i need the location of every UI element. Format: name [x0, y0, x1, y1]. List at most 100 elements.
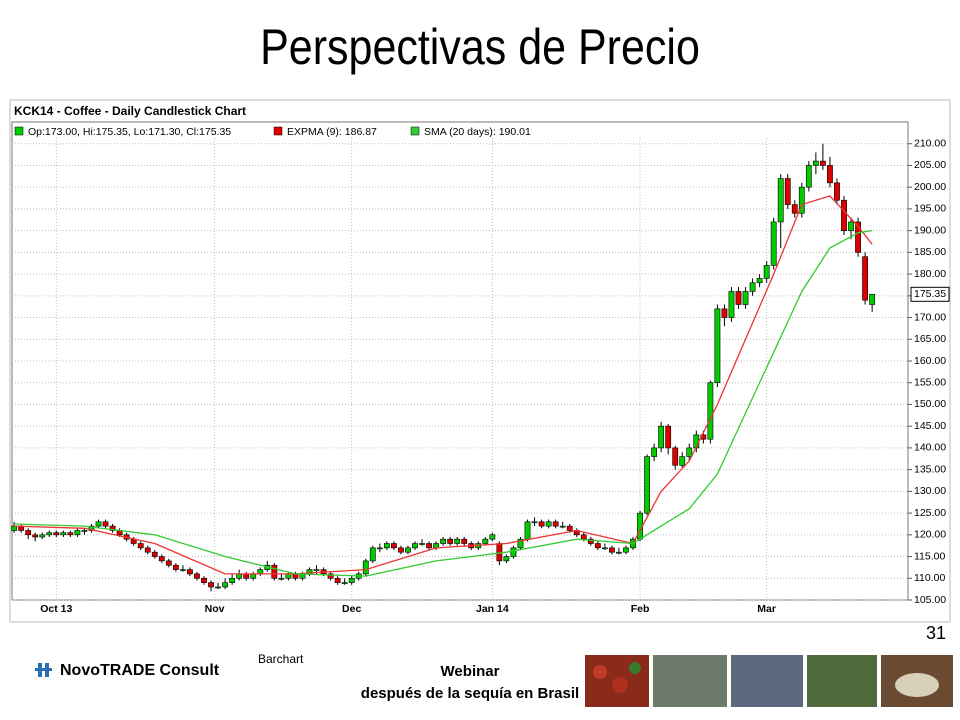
candle-body [538, 521, 545, 527]
candle-body [215, 586, 221, 589]
candle-body [278, 577, 285, 580]
candle-body [60, 532, 67, 536]
photo [731, 655, 803, 707]
candle-body [749, 282, 756, 292]
legend-text: Op:173.00, Hi:175.35, Lo:171.30, Cl:175.… [28, 126, 231, 138]
chart-title: KCK14 - Coffee - Daily Candlestick Chart [14, 104, 246, 118]
price-box [910, 286, 950, 302]
candle-body [834, 182, 840, 201]
candle-body [39, 534, 46, 538]
candle-body [728, 291, 735, 318]
candle-body [102, 521, 109, 527]
candle-body [869, 293, 876, 305]
candle-body [616, 551, 622, 554]
candle-body [362, 560, 369, 575]
legend-text: SMA (20 days): 190.01 [424, 126, 531, 138]
candle-body [447, 538, 454, 544]
candle-body [454, 538, 461, 544]
footer: 31 NovoTRADE Consult Barchart Webinar de… [35, 623, 953, 707]
y-tick-label: 130.00 [914, 485, 946, 497]
candle-body [784, 178, 791, 205]
candle-body [503, 556, 510, 562]
candle-body [721, 308, 728, 318]
candle-body [679, 456, 686, 466]
candle-body [714, 308, 721, 384]
candle-body [412, 543, 418, 549]
y-tick-label: 105.00 [914, 594, 946, 606]
candle-body [95, 521, 102, 527]
candle-body [172, 564, 179, 570]
candle-body [243, 573, 250, 579]
candle-body [461, 538, 468, 544]
y-tick-label: 160.00 [914, 355, 946, 367]
candle-body [81, 530, 88, 532]
candle-body [158, 556, 165, 562]
y-tick-label: 145.00 [914, 420, 946, 432]
candle-body [208, 582, 214, 588]
candle-body [707, 382, 714, 440]
candle-body [489, 534, 496, 540]
candle-body [510, 547, 517, 557]
candle-body [313, 569, 320, 571]
candle-body [770, 221, 777, 266]
x-tick-label: Oct 13 [40, 603, 72, 615]
candle-body [735, 291, 742, 305]
candle-body [369, 547, 376, 562]
y-tick-label: 205.00 [914, 159, 946, 171]
candle-body [791, 204, 798, 214]
y-tick-label: 135.00 [914, 463, 946, 475]
candle-body [848, 221, 854, 231]
x-tick-label: Mar [757, 603, 776, 615]
legend-swatch [273, 126, 283, 136]
y-tick-label: 190.00 [914, 224, 946, 236]
candle-body [742, 291, 749, 305]
candle-body [341, 582, 348, 584]
candle-body [862, 256, 868, 301]
candle-body [820, 160, 826, 166]
y-tick-label: 155.00 [914, 377, 946, 389]
candle-body [194, 573, 200, 579]
footer-line: después de la sequía en Brasil [361, 685, 579, 702]
candle-body [658, 425, 665, 449]
candle-body [566, 525, 573, 531]
y-tick-label: 195.00 [914, 203, 946, 215]
candle-body [763, 265, 770, 279]
x-tick-label: Nov [205, 603, 225, 615]
candle-body [812, 160, 819, 166]
candle-body [236, 573, 243, 579]
candle-body [165, 560, 172, 566]
candle-body [74, 530, 81, 536]
candle-body [524, 521, 531, 540]
candle-body [426, 543, 432, 549]
candle-body [109, 525, 116, 531]
candle-body [250, 573, 257, 579]
candle-body [587, 538, 594, 544]
candle-body [383, 543, 390, 549]
candle-body [594, 543, 601, 549]
candle-body [67, 532, 74, 536]
candle-body [805, 165, 812, 188]
x-tick-label: Jan 14 [476, 603, 509, 615]
photo [653, 655, 727, 707]
candle-body [405, 547, 411, 553]
candle-body [440, 538, 447, 544]
candle-body [559, 525, 566, 528]
y-tick-label: 115.00 [914, 550, 945, 562]
candle-body [419, 543, 425, 545]
indicator-line [14, 229, 873, 577]
x-tick-label: Dec [342, 603, 361, 615]
photo [807, 655, 877, 707]
y-tick-label: 210.00 [914, 138, 946, 150]
price-label: 175.35 [914, 288, 946, 300]
candle-body [827, 165, 833, 184]
candle-body [376, 547, 383, 550]
candle-body [348, 577, 355, 583]
candle-body [651, 447, 658, 457]
page-number: 31 [926, 623, 946, 643]
legend-text: EXPMA (9): 186.87 [287, 126, 377, 138]
candle-body [545, 521, 552, 527]
y-tick-label: 125.00 [914, 507, 946, 519]
candle-body [609, 547, 615, 553]
